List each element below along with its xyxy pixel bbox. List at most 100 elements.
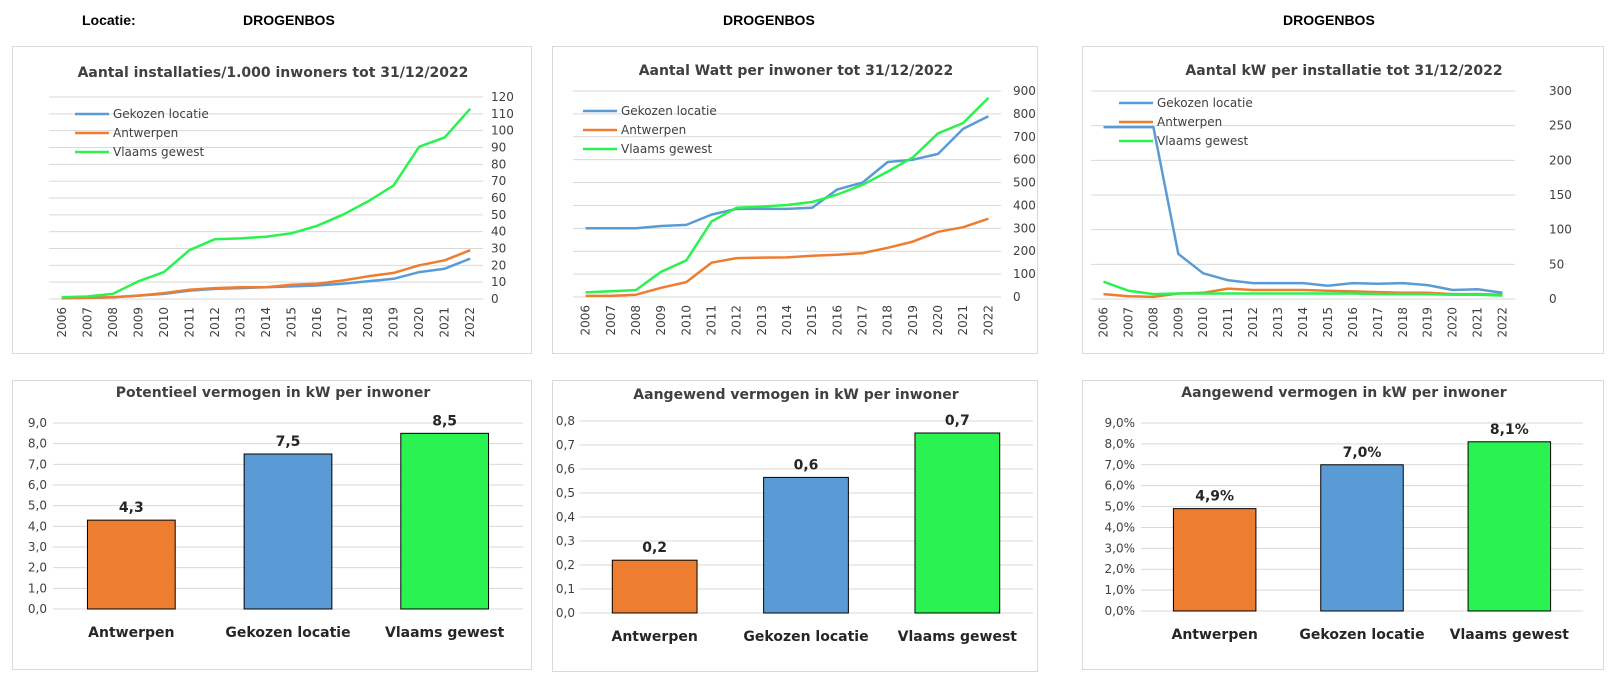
- x-tick-label: 2010: [679, 305, 693, 336]
- x-tick-label: 2015: [285, 307, 299, 338]
- bar-vlaams-gewest: [400, 432, 490, 610]
- series-line-vlaams-gewest: [61, 107, 472, 299]
- series-line-antwerpen: [585, 217, 989, 298]
- bar-antwerpen: [611, 559, 698, 614]
- x-tick-label: 2006: [579, 305, 593, 336]
- chart-aangewend-pct-svg: Aangewend vermogen in kW per inwoner 0,0%…: [1105, 385, 1583, 643]
- bar-vlaams-gewest: [914, 432, 1001, 614]
- y-tick-label: 3,0: [28, 540, 47, 554]
- data-label: 8,5: [432, 413, 457, 429]
- x-tick-label: 2016: [310, 307, 324, 338]
- x-tick-label: 2010: [157, 307, 171, 338]
- x-tick-label: 2016: [830, 305, 844, 336]
- y-tick-label: 0,0: [556, 606, 575, 620]
- y-tick-label: 0,8: [556, 414, 575, 428]
- y-tick-label: 90: [491, 141, 506, 155]
- data-label: 0,7: [945, 413, 970, 429]
- category-label: Gekozen locatie: [225, 625, 350, 641]
- y-tick-label: 400: [1013, 198, 1036, 212]
- x-tick-label: 2014: [780, 305, 794, 336]
- x-tick-label: 2022: [463, 307, 477, 338]
- x-tick-label: 2019: [1421, 307, 1435, 338]
- locatie-label: Locatie:: [82, 12, 136, 28]
- x-tick-label: 2019: [387, 307, 401, 338]
- x-tick-label: 2019: [906, 305, 920, 336]
- x-tick-label: 2022: [981, 305, 995, 336]
- x-tick-label: 2009: [654, 305, 668, 336]
- chart-kw-svg: Aantal kW per installatie tot 31/12/2022…: [1091, 63, 1572, 338]
- series-line-vlaams-gewest: [585, 97, 990, 294]
- x-tick-label: 2013: [755, 305, 769, 336]
- y-tick-label: 8,0: [28, 437, 47, 451]
- x-tick-label: 2017: [856, 305, 870, 336]
- chart-aangewend-vermogen-pct: Aangewend vermogen in kW per inwoner 0,0%…: [1082, 380, 1604, 670]
- y-tick-label: 0: [1013, 290, 1021, 304]
- legend-entry: Vlaams gewest: [1157, 134, 1248, 148]
- chart-title: Aantal Watt per inwoner tot 31/12/2022: [639, 63, 954, 79]
- bar-gekozen-locatie: [1320, 464, 1404, 612]
- y-tick-label: 100: [1549, 223, 1572, 237]
- chart-watt-svg: Aantal Watt per inwoner tot 31/12/2022 0 1…: [573, 63, 1036, 336]
- y-tick-label: 4,0: [28, 519, 47, 533]
- legend-entry: Gekozen locatie: [621, 104, 717, 118]
- x-tick-label: 2012: [730, 305, 744, 336]
- y-tick-label: 5,0%: [1105, 500, 1136, 514]
- x-tick-label: 2011: [1221, 307, 1235, 338]
- y-tick-label: 60: [491, 191, 506, 205]
- y-tick-label: 0,0%: [1105, 604, 1136, 618]
- x-tick-label: 2007: [80, 307, 94, 338]
- x-tick-label: 2021: [956, 305, 970, 336]
- y-tick-label: 0: [491, 292, 499, 306]
- y-tick-label: 0,1: [556, 582, 575, 596]
- y-tick-label: 900: [1013, 84, 1036, 98]
- data-label: 4,3: [119, 500, 144, 516]
- y-tick-label: 0: [1549, 292, 1557, 306]
- chart-title: Aangewend vermogen in kW per inwoner: [633, 387, 958, 403]
- series-line-gekozen-locatie: [61, 257, 471, 300]
- y-tick-label: 50: [491, 208, 506, 222]
- x-tick-label: 2008: [106, 307, 120, 338]
- x-tick-label: 2014: [259, 307, 273, 338]
- y-tick-label: 250: [1549, 119, 1572, 133]
- series-line-vlaams-gewest: [1103, 280, 1503, 297]
- x-tick-label: 2018: [881, 305, 895, 336]
- data-label: 7,5: [276, 434, 301, 450]
- x-tick-label: 2007: [1121, 307, 1135, 338]
- category-label: Gekozen locatie: [1299, 627, 1424, 643]
- data-label: 0,6: [794, 457, 819, 473]
- chart-title: Aantal installaties/1.000 inwoners tot 3…: [78, 65, 469, 81]
- legend-entry: Gekozen locatie: [1157, 96, 1253, 110]
- y-tick-label: 6,0%: [1105, 479, 1136, 493]
- x-tick-label: 2013: [233, 307, 247, 338]
- x-tick-label: 2021: [1471, 307, 1485, 338]
- chart-installaties-per-1000: Aantal installaties/1.000 inwoners tot 3…: [12, 46, 532, 354]
- y-tick-label: 5,0: [28, 499, 47, 513]
- y-tick-label: 200: [1013, 244, 1036, 258]
- chart-title: Aantal kW per installatie tot 31/12/2022: [1185, 63, 1502, 79]
- x-tick-label: 2017: [336, 307, 350, 338]
- title-right: DROGENBOS: [1283, 12, 1375, 28]
- y-tick-label: 0,5: [556, 486, 575, 500]
- bar-gekozen-locatie: [243, 453, 333, 610]
- chart-aangewend-vermogen: Aangewend vermogen in kW per inwoner 0,0 0…: [552, 380, 1038, 672]
- y-tick-label: 8,0%: [1105, 437, 1136, 451]
- x-tick-label: 2011: [704, 305, 718, 336]
- y-tick-label: 100: [1013, 267, 1036, 281]
- bar-antwerpen: [1172, 508, 1257, 612]
- chart-potentieel-vermogen: Potentieel vermogen in kW per inwoner 0,0…: [12, 380, 532, 670]
- x-tick-label: 2015: [805, 305, 819, 336]
- y-tick-label: 50: [1549, 257, 1564, 271]
- y-tick-label: 800: [1013, 107, 1036, 121]
- x-tick-label: 2020: [412, 307, 426, 338]
- legend-entry: Antwerpen: [621, 123, 686, 137]
- bar-vlaams-gewest: [1467, 441, 1552, 612]
- y-tick-label: 700: [1013, 130, 1036, 144]
- y-tick-label: 110: [491, 107, 514, 121]
- x-tick-label: 2017: [1371, 307, 1385, 338]
- x-tick-label: 2020: [1446, 307, 1460, 338]
- chart-title: Potentieel vermogen in kW per inwoner: [116, 385, 431, 401]
- x-tick-label: 2007: [604, 305, 618, 336]
- x-tick-label: 2006: [55, 307, 69, 338]
- y-tick-label: 6,0: [28, 478, 47, 492]
- x-tick-label: 2014: [1296, 307, 1310, 338]
